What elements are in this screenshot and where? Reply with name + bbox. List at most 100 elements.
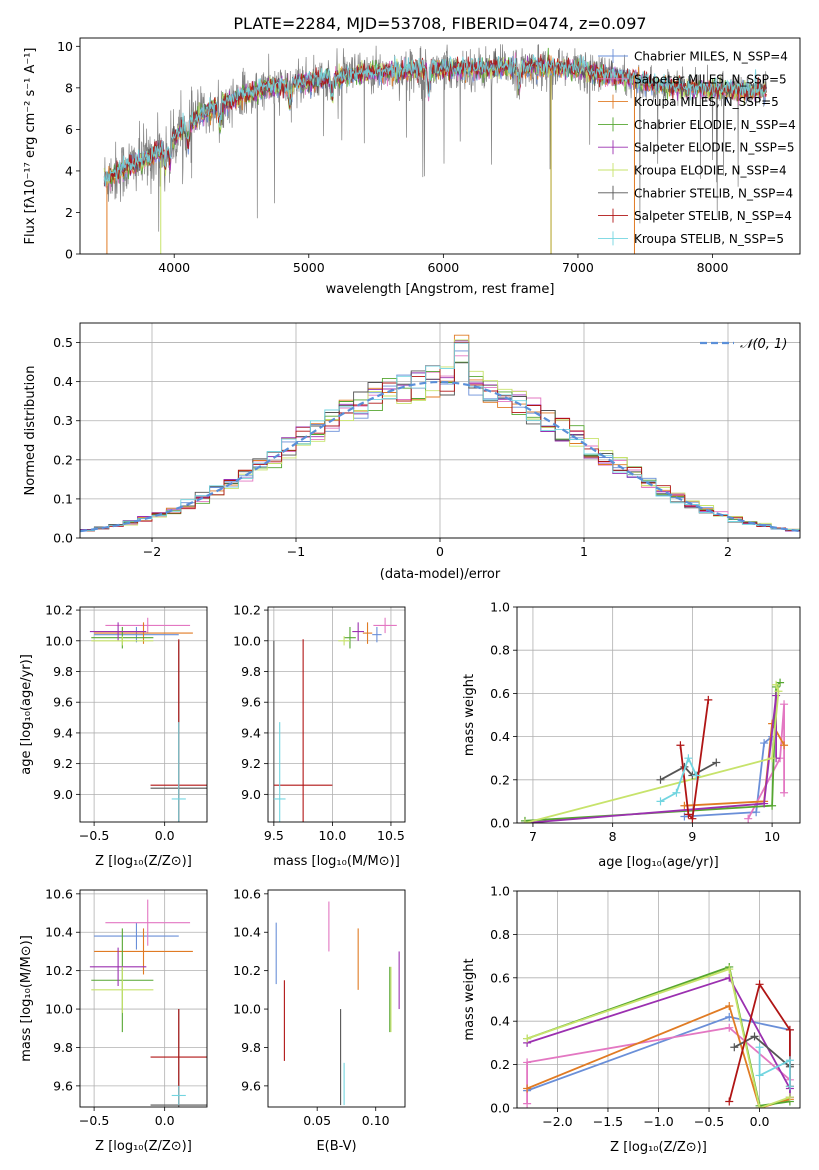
mass-weight-vs-age-x-tick-label: 8	[609, 829, 617, 844]
residual-histogram-9	[80, 342, 800, 532]
mass-weight-vs-age-marker-1	[680, 812, 689, 821]
spectrum-x-tick-label: 8000	[697, 260, 729, 275]
mass-weight-vs-age-frame	[516, 606, 801, 824]
spectrum-y-tick-label: 10	[57, 39, 73, 54]
mass-weight-vs-Z-marker-9	[755, 1043, 764, 1052]
spectrum-y-tick-label: 4	[65, 163, 73, 178]
residuals-x-tick-label: 2	[724, 544, 732, 559]
mass-vs-EBV-x-tick-label: 0.10	[362, 1113, 390, 1128]
residuals-y-tick-label: 0.1	[53, 491, 73, 506]
mass-weight-vs-age-marker-9	[656, 797, 665, 806]
age-vs-Z-y-tick-label: 9.2	[53, 756, 73, 771]
mass-weight-vs-age-marker-5	[760, 799, 769, 808]
mass-weight-vs-age-marker-6	[768, 754, 777, 763]
age-vs-Z-y-tick-label: 9.0	[53, 787, 73, 802]
mass-vs-Z-chart: −0.5 0.0 9.6 9.8 10.0 10.2 10.4 10.6 Z [log₁₀(Z/…	[19, 886, 208, 1154]
mass-weight-vs-age-x-axis-label: age [log₁₀(age/yr)]	[598, 855, 719, 870]
mass-weight-vs-Z-x-tick-label: 0.0	[750, 1114, 770, 1129]
mass-vs-EBV-y-tick-label: 10.2	[233, 963, 261, 978]
mass-vs-Z-y-tick-label: 10.0	[45, 1002, 73, 1017]
mass-weight-vs-age-series-line-7	[660, 761, 717, 781]
mass-weight-vs-Z-y-tick-label: 0.0	[490, 1101, 510, 1116]
mass-weight-vs-Z-x-tick-label: −0.5	[694, 1114, 724, 1129]
mass-vs-Z-x-axis-label: Z [log₁₀(Z/Z⊙)]	[95, 1139, 192, 1154]
mass-weight-vs-age-marker-8	[684, 810, 693, 819]
age-vs-Z-plot-area	[89, 617, 207, 822]
age-vs-mass-y-tick-label: 10.2	[233, 603, 261, 618]
residuals-y-tick-label: 0.4	[53, 374, 73, 389]
spectrum-y-tick-label: 2	[65, 205, 73, 220]
mass-weight-vs-Z-series-line-5	[526, 976, 791, 1098]
mass-vs-EBV-plot-area	[275, 901, 400, 1106]
mass-weight-vs-age-marker-6	[520, 819, 529, 823]
age-vs-Z-x-axis-label: Z [log₁₀(Z/Z⊙)]	[95, 854, 192, 869]
mass-vs-Z-frame	[79, 889, 208, 1108]
mass-vs-Z-y-tick-label: 9.6	[53, 1078, 73, 1093]
mass-vs-EBV-x-tick-label: 0.05	[303, 1113, 331, 1128]
mass-vs-EBV-y-tick-label: 10.4	[233, 925, 261, 940]
mass-weight-vs-Z-marker-2	[725, 1023, 734, 1032]
mass-weight-vs-age-series-line-8	[679, 699, 710, 821]
mass-weight-vs-age-y-tick-label: 0.6	[490, 686, 510, 701]
mass-weight-vs-Z-frame	[516, 890, 801, 1109]
mass-weight-vs-Z-x-axis-label: Z [log₁₀(Z/Z⊙)]	[610, 1140, 707, 1155]
age-vs-Z-frame	[79, 606, 208, 823]
spectrum-legend-label: Salpeter ELODIE, N_SSP=5	[634, 141, 795, 155]
age-vs-mass-y-tick-label: 9.0	[241, 787, 261, 802]
mass-weight-vs-age-y-tick-label: 0.8	[490, 643, 510, 658]
age-vs-Z-y-tick-label: 9.6	[53, 695, 73, 710]
mass-weight-vs-age-marker-6	[772, 680, 781, 689]
spectrum-model-line-9	[103, 54, 767, 186]
spectrum-chart: 4000 5000 6000 7000 8000 0 2 4 6 8 10 wavelength [A…	[23, 37, 801, 297]
mass-weight-vs-Z-marker-8	[725, 1097, 734, 1106]
age-vs-mass-x-tick-label: 9.5	[264, 828, 284, 843]
residuals-y-tick-label: 0.2	[53, 452, 73, 467]
mass-weight-vs-age-marker-2	[780, 700, 789, 709]
mass-weight-vs-age-x-tick-label: 9	[688, 829, 696, 844]
residuals-chart: −2 −1 0 1 2 0.0 0.1 0.2 0.3 0.4 0.5 (data-model)/er…	[23, 322, 801, 582]
age-vs-mass-plot-area	[273, 617, 397, 822]
spectrum-y-axis-label: Flux [fλ10⁻¹⁷ erg cm⁻² s⁻¹ A⁻¹]	[23, 48, 38, 245]
age-vs-Z-x-tick-label: 0.0	[155, 828, 175, 843]
mass-weight-vs-Z-y-tick-label: 0.8	[490, 927, 510, 942]
spectrum-x-tick-label: 4000	[158, 260, 190, 275]
age-vs-mass-x-tick-label: 10.0	[318, 828, 346, 843]
mass-weight-vs-age-series-line-1	[684, 735, 773, 818]
mass-weight-vs-age-series-line-4	[524, 681, 781, 822]
mass-weight-vs-age-marker-2	[744, 814, 753, 823]
mass-weight-vs-Z-plot-area	[523, 962, 794, 1108]
residuals-x-axis-label: (data-model)/error	[380, 567, 501, 582]
mass-weight-vs-age-series-line-5	[524, 695, 777, 823]
age-vs-mass-y-tick-label: 9.4	[241, 725, 261, 740]
age-vs-mass-x-axis-label: mass [log₁₀(M/M⊙)]	[273, 854, 400, 869]
mass-weight-vs-Z-marker-8	[785, 1025, 794, 1034]
mass-vs-Z-x-tick-label: 0.0	[155, 1113, 175, 1128]
mass-vs-Z-y-tick-label: 10.2	[45, 963, 73, 978]
spectrum-legend-label: Salpeter MILES, N_SSP=5	[634, 72, 787, 86]
spectrum-x-tick-label: 7000	[562, 260, 594, 275]
age-vs-mass-y-tick-label: 9.2	[241, 756, 261, 771]
mass-weight-vs-age-marker-7	[712, 758, 721, 767]
mass-weight-vs-age-marker-9	[672, 788, 681, 797]
mass-weight-vs-Z-marker-9	[785, 1056, 794, 1065]
age-vs-Z-y-axis-label: age [log₁₀(age/yr)]	[19, 654, 34, 775]
mass-weight-vs-Z-marker-2	[523, 1099, 532, 1108]
age-vs-mass-x-tick-label: 10.5	[377, 828, 405, 843]
normal-reference-curve	[80, 380, 800, 533]
mass-weight-vs-Z-marker-7	[750, 1032, 759, 1041]
mass-weight-vs-age-series-line-6	[524, 684, 780, 823]
figure-title: PLATE=2284, MJD=53708, FIBERID=0474, z=0…	[233, 14, 646, 33]
age-vs-Z-x-tick-label: −0.5	[79, 828, 109, 843]
mass-weight-vs-Z-series-line-9	[758, 1047, 791, 1087]
mass-weight-vs-Z-x-tick-label: −1.5	[593, 1114, 623, 1129]
residuals-x-tick-label: 0	[436, 544, 444, 559]
mass-weight-vs-age-marker-6	[774, 687, 783, 696]
spectrum-x-tick-label: 6000	[427, 260, 459, 275]
mass-weight-vs-age-plot-area	[520, 678, 789, 823]
mass-weight-vs-Z-y-axis-label: mass weight	[462, 958, 477, 1040]
spectrum-x-axis-label: wavelength [Angstrom, rest frame]	[326, 282, 555, 297]
mass-weight-vs-age-marker-2	[780, 788, 789, 797]
mass-weight-vs-age-marker-1	[752, 808, 761, 817]
mass-weight-vs-Z-marker-3	[725, 1002, 734, 1011]
residual-legend-label: 𝒩(0, 1)	[740, 337, 787, 352]
